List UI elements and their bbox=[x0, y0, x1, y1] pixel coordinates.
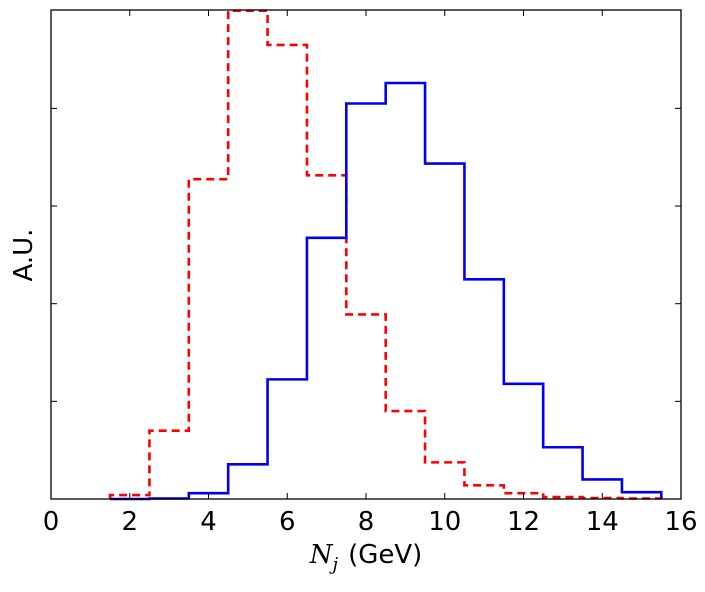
x-axis-label: Nj (GeV) bbox=[309, 540, 423, 575]
x-tick-label: 4 bbox=[200, 507, 217, 537]
histogram-series-1 bbox=[108, 9, 663, 500]
x-tick-label: 16 bbox=[664, 507, 697, 537]
axes: 0 2 4 6 8 10 12 14 16 bbox=[43, 9, 698, 537]
x-axis-label-unit: (GeV) bbox=[348, 540, 422, 570]
x-tick-label: 6 bbox=[279, 507, 296, 537]
x-tick-label: 12 bbox=[507, 507, 540, 537]
x-tick-label: 10 bbox=[428, 507, 461, 537]
x-tick-label: 2 bbox=[121, 507, 138, 537]
axes-frame bbox=[50, 9, 682, 500]
x-axis-label-subscript: j bbox=[328, 554, 338, 575]
x-tick-label: 0 bbox=[43, 507, 60, 537]
histogram-series-2 bbox=[110, 81, 663, 501]
x-tick-label: 8 bbox=[358, 507, 375, 537]
y-axis-label: A.U. bbox=[9, 229, 39, 282]
x-axis-label-symbol: N bbox=[309, 540, 334, 570]
plot-area bbox=[108, 9, 663, 501]
x-tick-label: 14 bbox=[586, 507, 619, 537]
